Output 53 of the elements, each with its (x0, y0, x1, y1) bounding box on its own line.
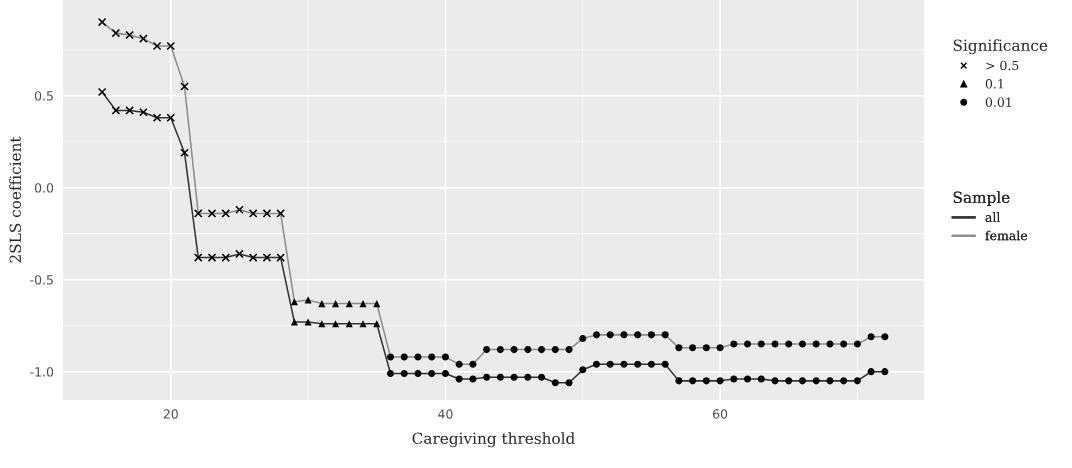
point (166, 41, 176, 51)
point (262, 253, 272, 262)
point (152, 41, 162, 51)
point (193, 209, 203, 218)
legend-label: all (985, 212, 1001, 222)
text: Significance (953, 39, 1048, 55)
point (359, 300, 367, 308)
y-tick-label: -0.5 (30, 275, 53, 285)
legend-label: 0.1 (985, 79, 1004, 89)
point (235, 249, 244, 259)
point (332, 300, 340, 308)
point (345, 300, 353, 308)
x-tick-label: 20 (163, 409, 178, 419)
point (180, 148, 189, 158)
point (248, 209, 258, 218)
point (304, 318, 312, 326)
point (139, 34, 148, 43)
point (111, 28, 121, 38)
point (139, 107, 148, 117)
point (276, 253, 285, 262)
point (180, 82, 189, 91)
point (290, 318, 298, 326)
point (248, 253, 258, 262)
x-tick-label: 40 (438, 409, 453, 419)
point (193, 253, 203, 262)
y-tick-label: -1.0 (30, 367, 54, 377)
point (125, 30, 134, 40)
legend-label: > 0.5 (986, 60, 1019, 71)
point (290, 298, 298, 306)
x-axis-title: Caregiving threshold (412, 432, 575, 448)
point (221, 253, 231, 262)
x-tick-label: 60 (713, 409, 728, 419)
point (207, 209, 217, 218)
y-tick-label: 0.0 (34, 183, 54, 193)
legend-label: 0.01 (985, 97, 1012, 107)
legend-label: female (985, 230, 1028, 241)
point (97, 87, 107, 97)
point (207, 253, 217, 262)
point (166, 113, 176, 123)
point (125, 106, 134, 115)
point (111, 106, 121, 115)
point (262, 209, 272, 218)
point (221, 209, 231, 218)
y-axis-title: 2SLS coefficient (9, 136, 22, 263)
point (97, 17, 107, 27)
point (235, 205, 244, 215)
point (318, 300, 326, 308)
y-tick-label: 0.5 (34, 91, 53, 101)
point (276, 209, 285, 218)
point (152, 113, 162, 123)
point (359, 320, 367, 328)
text: Sample (953, 191, 1010, 207)
point (332, 320, 340, 328)
